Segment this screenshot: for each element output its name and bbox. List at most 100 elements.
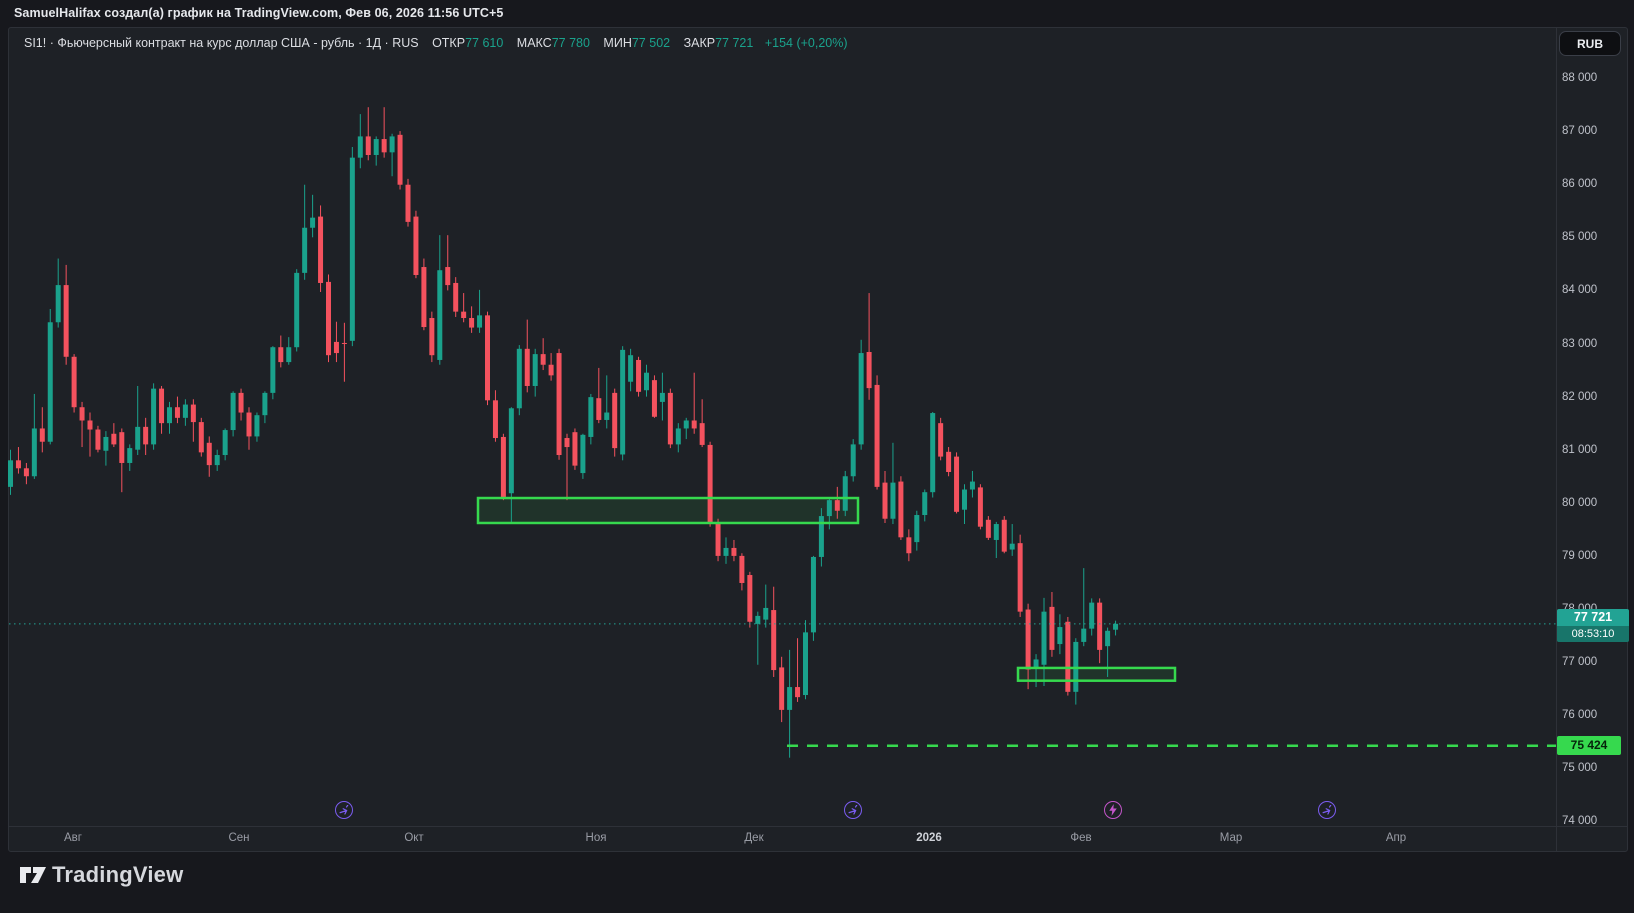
tradingview-wordmark: TradingView (52, 862, 184, 887)
price-axis-label: 88 000 (1562, 72, 1598, 84)
candle-body (469, 318, 475, 328)
candle-body (667, 392, 673, 445)
creator-bar: SamuelHalifax создал(а) график на Tradin… (14, 6, 503, 24)
plane-event-icon[interactable] (844, 801, 862, 819)
candle-body (858, 353, 864, 445)
candle-body (103, 436, 109, 451)
candle-body (238, 392, 244, 413)
candle-body (294, 272, 300, 348)
candle-body (922, 492, 928, 516)
footer: TradingView (0, 853, 1634, 913)
candle-body (373, 139, 379, 155)
candle-body (111, 433, 117, 445)
candle-body (763, 607, 769, 620)
candle-body (946, 451, 952, 473)
plane-event-icon[interactable] (335, 801, 353, 819)
candle-body (572, 432, 578, 466)
candle-body (977, 487, 983, 527)
candle-body (874, 384, 880, 487)
price-axis-label: 74 000 (1562, 815, 1598, 828)
candle-body (818, 516, 824, 557)
level-price-label: 75 424 (1557, 735, 1621, 755)
candle-body (683, 420, 689, 429)
price-axis-label: 76 000 (1562, 709, 1598, 722)
candle-body (230, 392, 236, 431)
candle-body (143, 426, 149, 445)
candle-body (723, 547, 729, 556)
candle-body (453, 282, 459, 312)
ohlc-close: ЗАКР77 721 (683, 36, 754, 50)
time-axis-month-label: Мар (1219, 832, 1243, 844)
candle-body (357, 136, 363, 158)
candle-body (930, 413, 936, 493)
candle-body (262, 392, 268, 416)
candle-body (1017, 543, 1023, 612)
candle-body (31, 428, 37, 477)
price-axis-label: 80 000 (1562, 496, 1598, 509)
candle-body (1081, 628, 1087, 642)
candle-body (1105, 630, 1111, 647)
change-badge: +154 (+0,20%) (764, 36, 848, 50)
candle-body (198, 422, 204, 453)
candle-body (715, 522, 721, 556)
price-axis-label: 87 000 (1562, 125, 1598, 138)
candle-body (906, 537, 912, 554)
drawing-box-fill (478, 498, 858, 523)
price-axis-label: 75 000 (1562, 762, 1598, 775)
candle-body (95, 429, 101, 450)
lightning-event-icon[interactable] (1104, 801, 1122, 819)
candle-body (167, 407, 172, 424)
candle-body (834, 500, 840, 511)
candle-body (675, 428, 681, 445)
candle-body (620, 349, 626, 455)
time-axis-separator (8, 826, 1628, 827)
candle-body (1033, 659, 1039, 668)
currency-button[interactable]: RUB (1559, 31, 1621, 56)
candle-body (771, 610, 777, 671)
price-axis-separator (1556, 27, 1557, 852)
plane-event-icon[interactable] (1318, 801, 1336, 819)
candle-body (421, 267, 427, 328)
candle-body (556, 353, 562, 456)
candle-body (119, 432, 125, 463)
candle-body (644, 372, 649, 391)
candle-body (508, 408, 514, 494)
creator-text: SamuelHalifax создал(а) график на Tradin… (14, 6, 504, 20)
candle-body (612, 392, 618, 449)
price-axis-label: 81 000 (1562, 443, 1598, 456)
candle-body (1097, 602, 1103, 650)
candle-body (214, 455, 220, 466)
ohlc-open: ОТКР77 610 (432, 36, 504, 50)
candle-body (1065, 621, 1071, 692)
candle-body (79, 407, 85, 421)
candle-body (365, 136, 371, 155)
bar-countdown: 08:53:10 (1557, 625, 1629, 642)
candle-body (962, 489, 967, 510)
time-axis-month-label: Фев (1070, 832, 1092, 844)
candle-body (803, 632, 808, 696)
time-axis-month-label: Дек (744, 832, 764, 844)
candle-body (993, 524, 999, 540)
price-axis-label: 79 000 (1562, 549, 1598, 562)
candle-body (540, 354, 546, 365)
candle-body (691, 420, 697, 429)
candle-body (302, 227, 308, 273)
candle-body (500, 436, 506, 497)
drawing-box-border (476, 496, 860, 525)
price-axis-label: 85 000 (1562, 231, 1598, 244)
candle-body (866, 351, 872, 389)
candle-body (850, 444, 856, 477)
candle-body (389, 136, 395, 153)
candle-body (174, 407, 180, 418)
candle-body (87, 420, 93, 430)
time-axis-month-label: Окт (404, 832, 424, 844)
candle-body (564, 438, 570, 448)
candle-body (604, 412, 610, 420)
price-axis-label: 84 000 (1562, 284, 1598, 297)
candle-body (1009, 543, 1015, 550)
ohlc-high: МАКС77 780 (516, 36, 590, 50)
candle-body (405, 184, 411, 222)
candle-body (969, 481, 975, 490)
